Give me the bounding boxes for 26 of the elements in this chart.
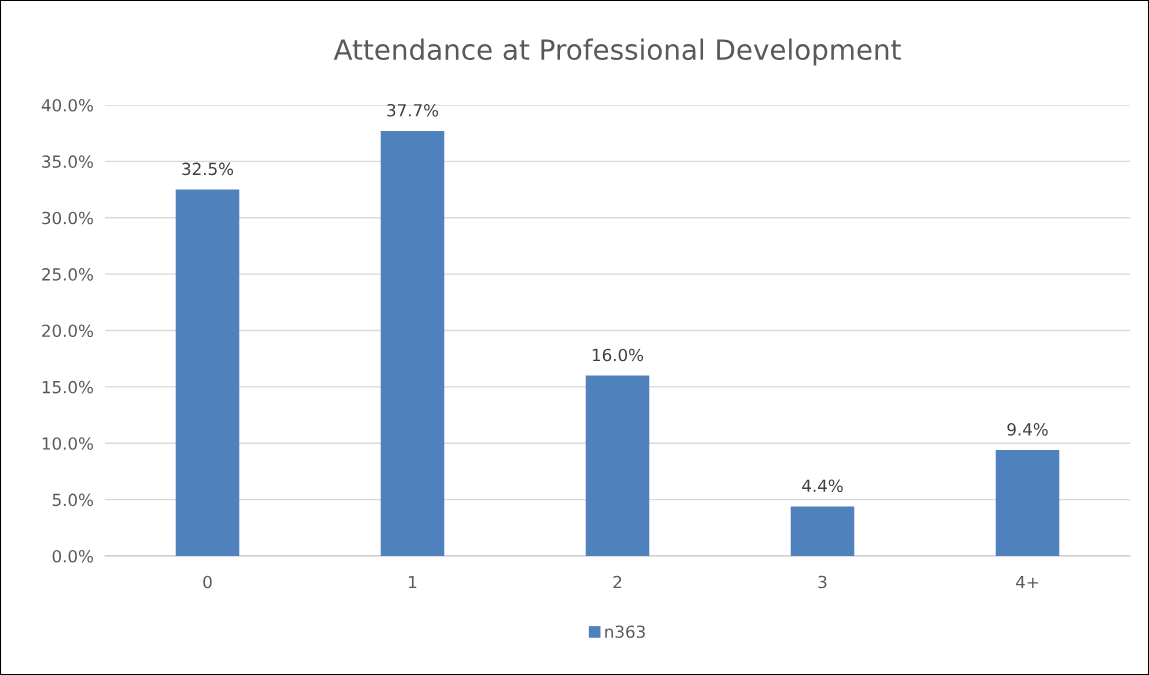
- y-tick-label: 35.0%: [42, 155, 93, 168]
- x-tick-label: 2: [613, 575, 622, 589]
- y-tick-label: 20.0%: [42, 324, 93, 338]
- data-label: 32.5%: [182, 162, 234, 176]
- bar: [175, 189, 240, 556]
- data-label: 9.4%: [1007, 423, 1048, 436]
- chart-title: Attendance at Professional Development: [333, 38, 901, 66]
- bar: [380, 130, 445, 556]
- bar: [585, 375, 650, 556]
- x-tick-label: 0: [203, 575, 212, 589]
- bar: [790, 506, 855, 556]
- data-label: 4.4%: [802, 479, 843, 493]
- y-tick-label: 10.0%: [42, 437, 93, 450]
- y-tick-label: 5.0%: [52, 493, 93, 507]
- bar: [995, 450, 1060, 556]
- data-label: 37.7%: [387, 103, 439, 117]
- legend-label: n363: [605, 625, 645, 639]
- y-tick-label: 0.0%: [52, 549, 93, 563]
- x-tick-label: 4+: [1016, 575, 1039, 589]
- y-tick-label: 40.0%: [41, 98, 93, 112]
- x-tick-label: 1: [409, 575, 417, 589]
- x-tick-label: 3: [818, 575, 827, 589]
- y-tick-label: 15.0%: [42, 380, 93, 394]
- y-tick-label: 25.0%: [42, 268, 93, 281]
- data-label: 16.0%: [592, 348, 644, 362]
- y-tick-label: 30.0%: [42, 211, 93, 225]
